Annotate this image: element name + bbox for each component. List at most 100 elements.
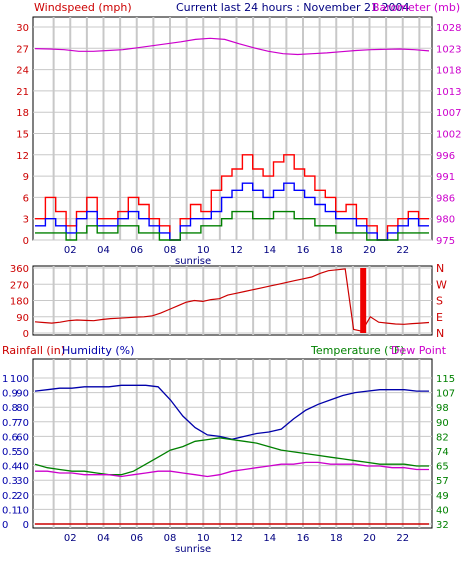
humidity-tick-label: 30	[16, 476, 29, 487]
humidity-tick-label: 60	[16, 432, 29, 443]
hour-tick-label: 12	[230, 245, 243, 256]
humidity-tick-label: 0	[23, 520, 29, 531]
humidity-axis-label: Humidity (%)	[62, 344, 134, 357]
compass-tick-label: N	[436, 262, 444, 275]
hour-tick-label: 10	[197, 533, 210, 544]
humidity-tick-label: 90	[16, 389, 29, 400]
rain-inner-tick-label: 0	[2, 520, 8, 531]
wind-barometer-panel: 0369121518212427309759809869919961002100…	[16, 16, 461, 256]
temperature-tick-label: 65	[436, 462, 449, 473]
direction-tick-label: 360	[10, 264, 29, 275]
wind-tick-label: 18	[16, 108, 29, 119]
temperature-tick-label: 32	[436, 520, 449, 531]
hour-tick-label: 02	[64, 533, 77, 544]
temperature-tick-label: 107	[436, 389, 455, 400]
temperature-humidity-panel: 0 0 320.110 400.220 490.330 570.440 650.550 740…	[2, 358, 455, 544]
barometer-tick-label: 986	[436, 193, 455, 204]
hour-tick-label: 04	[97, 533, 110, 544]
wind-tick-label: 24	[16, 66, 29, 77]
barometer-tick-label: 996	[436, 151, 455, 162]
hour-tick-label: 18	[330, 245, 343, 256]
temperature-tick-label: 115	[436, 374, 455, 385]
barometer-line	[34, 37, 430, 56]
rain-inner-tick-label: 1	[2, 374, 8, 385]
chart-title: Current last 24 hours : November 21 2004	[176, 1, 409, 14]
hour-tick-label: 08	[164, 245, 177, 256]
rainfall-axis-label: Rainfall (in)	[2, 344, 65, 357]
temperature-tick-label: 49	[436, 491, 449, 502]
humidity-tick-label: 70	[16, 418, 29, 429]
rain-inner-tick-label: 0.9	[2, 389, 18, 400]
panel1-frame	[32, 16, 433, 241]
wind-tick-label: 21	[16, 87, 29, 98]
temperature-axis-label: Temperature (°F)	[310, 344, 405, 357]
barometer-tick-label: 1007	[436, 108, 461, 119]
direction-spike-bar	[360, 268, 367, 333]
compass-tick-label: E	[436, 311, 443, 324]
temperature-tick-label: 40	[436, 505, 449, 516]
temperature-tick-label: 82	[436, 432, 449, 443]
hour-tick-label: 10	[197, 245, 210, 256]
panel3-frame	[32, 358, 433, 529]
barometer-axis-label: Barometer (mb)	[372, 1, 460, 14]
temperature-tick-label: 98	[436, 403, 449, 414]
rain-inner-tick-label: 0.3	[2, 476, 18, 487]
humidity-tick-label: 50	[16, 447, 29, 458]
hour-tick-label: 08	[164, 533, 177, 544]
wind-tick-label: 9	[23, 172, 29, 183]
compass-tick-label: N	[436, 327, 444, 340]
humidity-tick-label: 40	[16, 462, 29, 473]
barometer-tick-label: 980	[436, 215, 455, 226]
hour-tick-label: 06	[130, 533, 143, 544]
rain-inner-tick-label: 0.4	[2, 462, 18, 473]
temperature-tick-label: 57	[436, 476, 449, 487]
dewpoint-axis-label: Dew Point	[391, 344, 447, 357]
rain-inner-tick-label: 0.5	[2, 447, 18, 458]
hour-tick-label: 16	[297, 245, 310, 256]
humidity-tick-label: 100	[10, 374, 29, 385]
barometer-tick-label: 1013	[436, 87, 461, 98]
barometer-tick-label: 1002	[436, 130, 461, 141]
temperature-line	[34, 437, 429, 476]
sunrise-label-top: sunrise	[175, 256, 211, 267]
direction-tick-label: 180	[10, 297, 29, 308]
hour-tick-label: 14	[263, 533, 276, 544]
hour-tick-label: 22	[396, 245, 409, 256]
wind-tick-label: 12	[16, 151, 29, 162]
temperature-tick-label: 90	[436, 418, 449, 429]
compass-tick-label: W	[436, 278, 447, 291]
barometer-tick-label: 975	[436, 236, 455, 247]
temperature-tick-label: 74	[436, 447, 449, 458]
direction-tick-label: 270	[10, 280, 29, 291]
rain-inner-tick-label: 0.7	[2, 418, 18, 429]
dewpoint-line	[35, 461, 429, 478]
rain-inner-tick-label: 0.1	[2, 505, 18, 516]
compass-tick-label: S	[436, 295, 443, 308]
hour-tick-label: 18	[330, 533, 343, 544]
wind-tick-label: 6	[23, 193, 29, 204]
direction-tick-label: 0	[23, 329, 29, 340]
wind-tick-label: 15	[16, 130, 29, 141]
wind-tick-label: 3	[23, 215, 29, 226]
humidity-tick-label: 20	[16, 491, 29, 502]
barometer-tick-label: 991	[436, 172, 455, 183]
wind-tick-label: 27	[16, 44, 29, 55]
wind-series-line	[35, 210, 429, 241]
direction-tick-label: 90	[16, 313, 29, 324]
barometer-tick-label: 1018	[436, 66, 461, 77]
sunrise-label-bottom: sunrise	[175, 544, 211, 555]
wind-axis-label: Windspeed (mph)	[34, 1, 132, 14]
rain-inner-tick-label: 0.2	[2, 491, 18, 502]
hour-tick-label: 14	[263, 245, 276, 256]
hour-tick-label: 16	[297, 533, 310, 544]
barometer-tick-label: 1028	[436, 23, 461, 34]
hour-tick-label: 22	[396, 533, 409, 544]
wind-tick-label: 30	[16, 23, 29, 34]
rain-inner-tick-label: 0.6	[2, 432, 18, 443]
barometer-tick-label: 1023	[436, 44, 461, 55]
hour-tick-label: 12	[230, 533, 243, 544]
wind-series-line	[35, 154, 429, 241]
hour-tick-label: 02	[64, 245, 77, 256]
